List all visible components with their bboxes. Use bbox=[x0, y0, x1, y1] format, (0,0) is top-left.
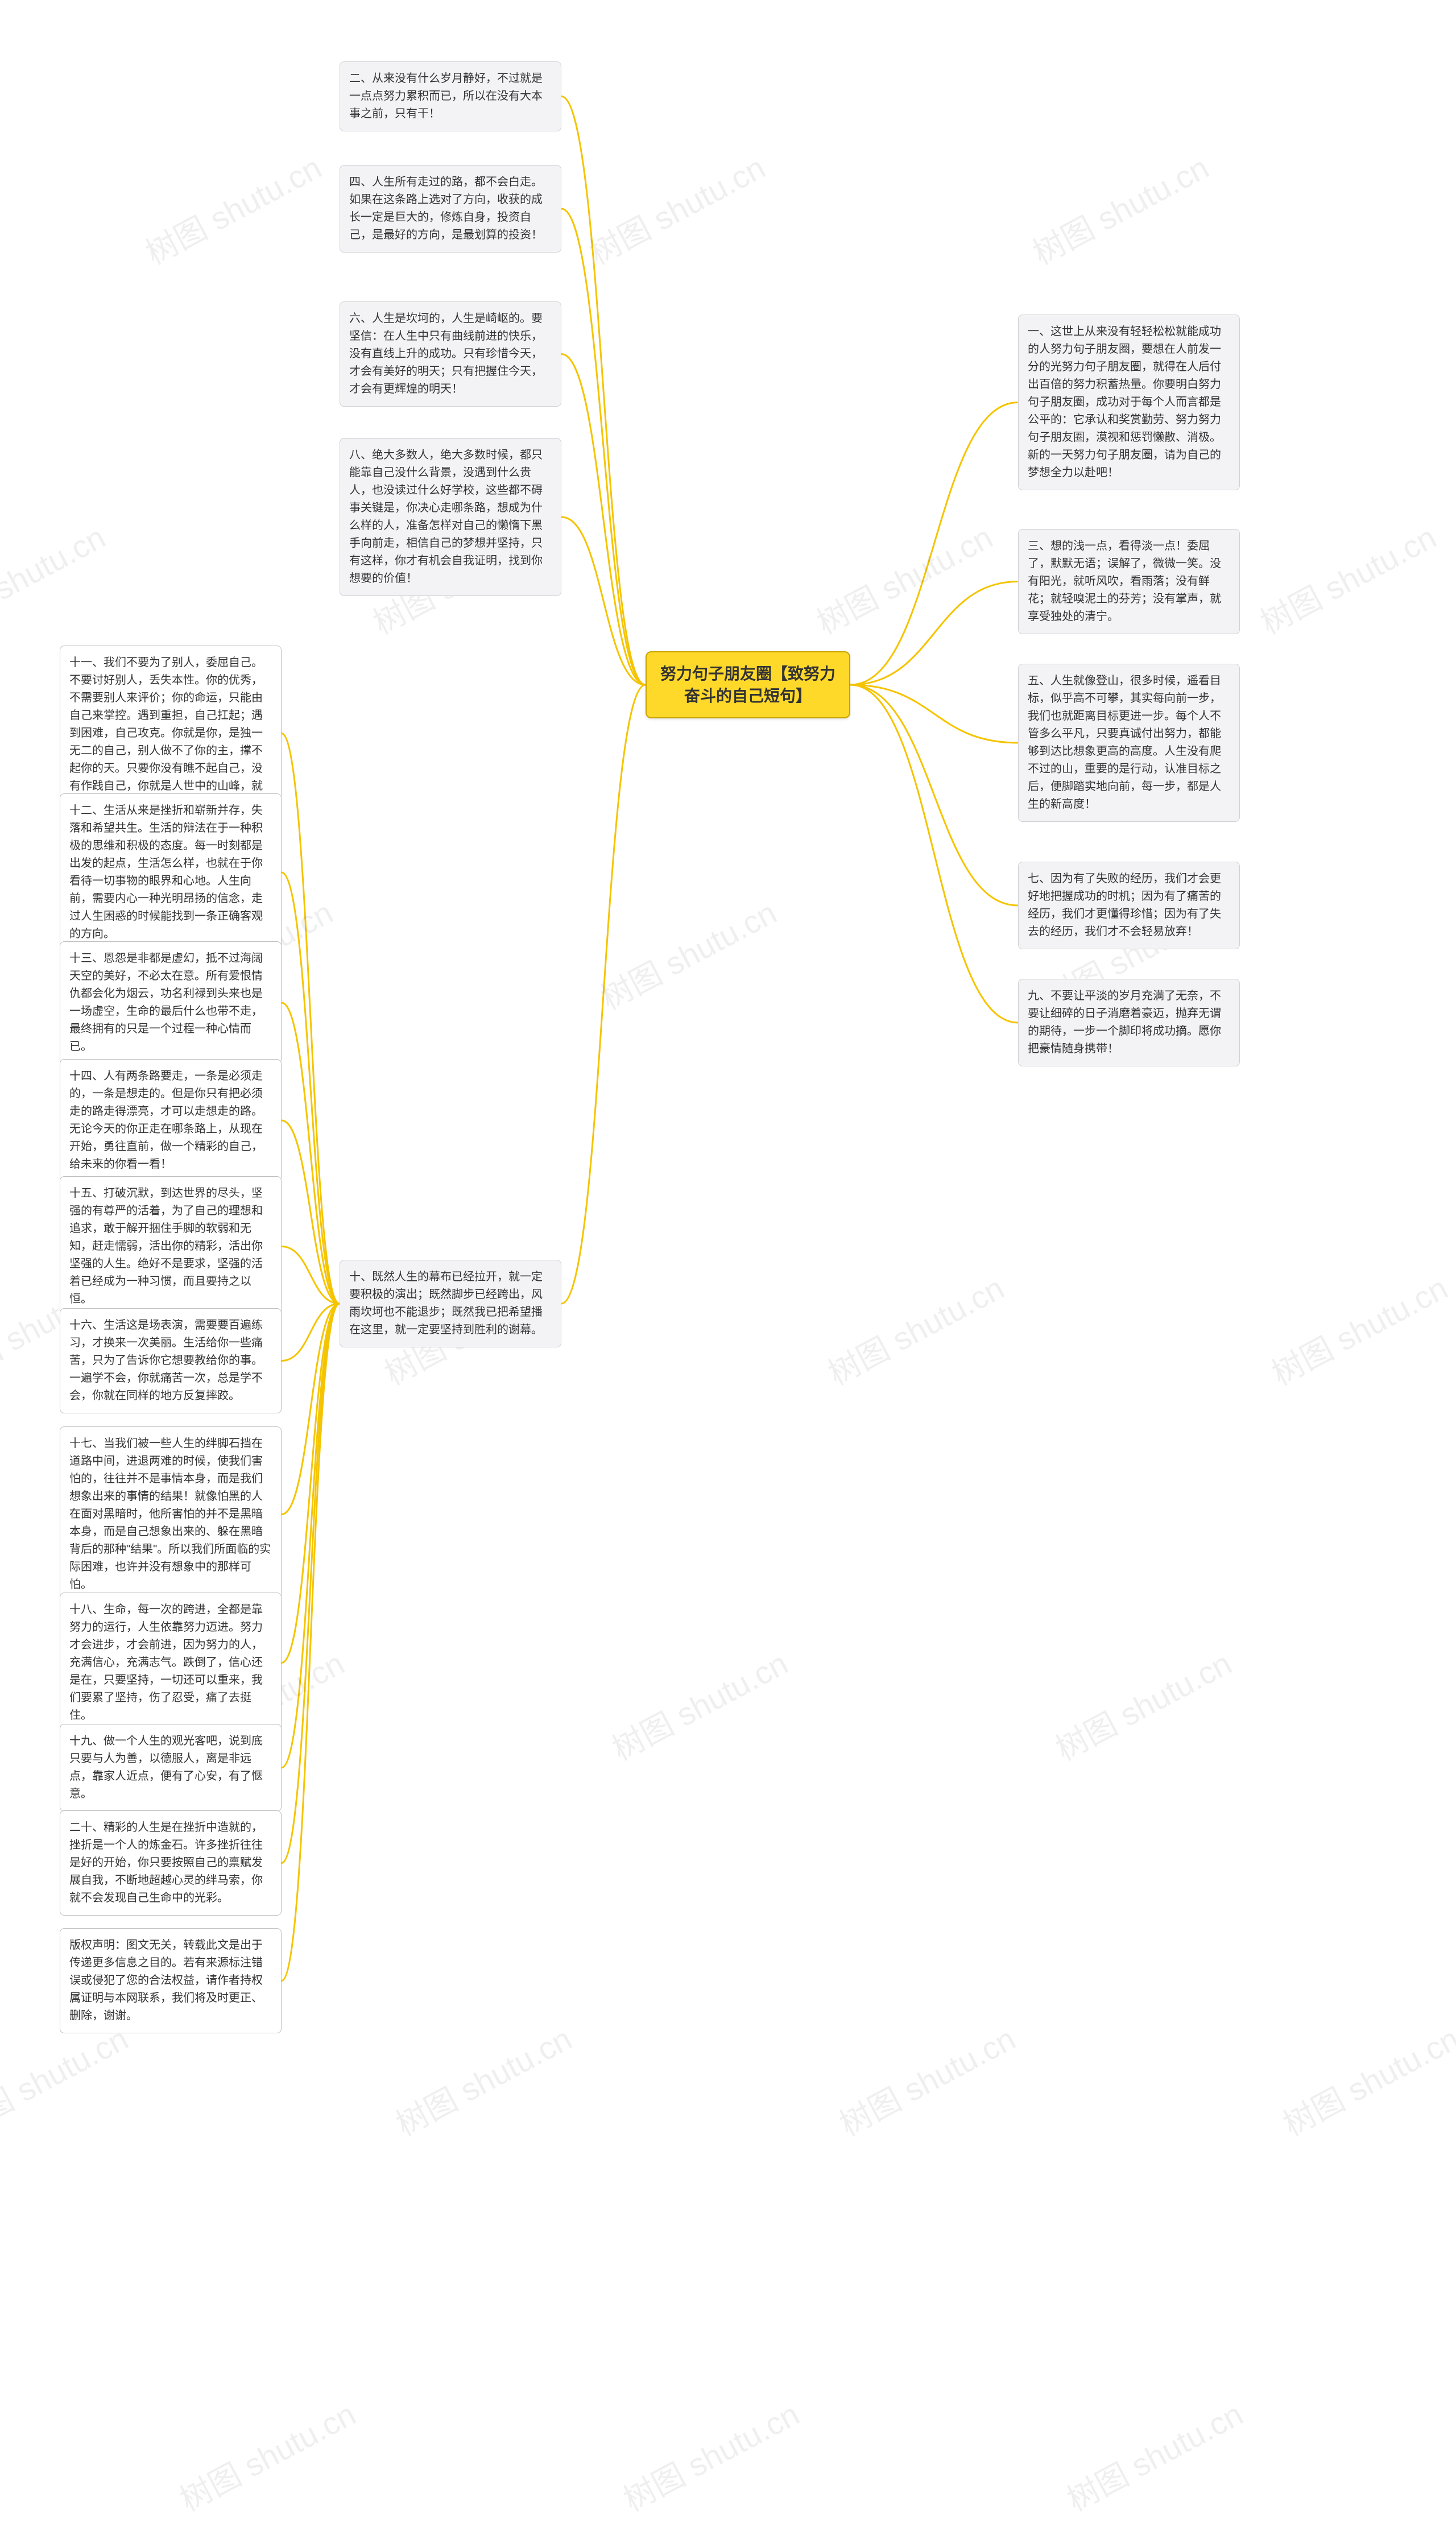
leaf-node-lcopy[interactable]: 版权声明：图文无关，转载此文是出于传递更多信息之目的。若有来源标注错误或侵犯了您… bbox=[60, 1928, 282, 2033]
watermark: 树图 shutu.cn bbox=[387, 2014, 579, 2145]
branch-node-m4[interactable]: 四、人生所有走过的路，都不会白走。如果在这条路上选对了方向，收获的成长一定是巨大… bbox=[340, 165, 561, 253]
leaf-node-l18[interactable]: 十八、生命，每一次的跨进，全都是靠努力的运行，人生依靠努力迈进。努力才会进步，才… bbox=[60, 1593, 282, 1733]
leaf-node-l14[interactable]: 十四、人有两条路要走，一条是必须走的，一条是想走的。但是你只有把必须走的路走得漂… bbox=[60, 1059, 282, 1182]
leaf-node-l17[interactable]: 十七、当我们被一些人生的绊脚石挡在道路中间，进退两难的时候，使我们害怕的，往往并… bbox=[60, 1426, 282, 1602]
branch-node-r9[interactable]: 九、不要让平淡的岁月充满了无奈，不要让细碎的日子消磨着豪迈，抛弃无谓的期待，一步… bbox=[1018, 979, 1240, 1066]
watermark: 树图 shutu.cn bbox=[136, 143, 329, 274]
branch-node-m2[interactable]: 二、从来没有什么岁月静好，不过就是一点点努力累积而已，所以在没有大本事之前，只有… bbox=[340, 61, 561, 131]
branch-node-r7[interactable]: 七、因为有了失败的经历，我们才会更好地把握成功的时机；因为有了痛苦的经历，我们才… bbox=[1018, 862, 1240, 949]
watermark: 树图 shutu.cn bbox=[0, 2014, 135, 2145]
watermark: 树图 shutu.cn bbox=[1251, 512, 1443, 644]
watermark: 树图 shutu.cn bbox=[592, 888, 784, 1019]
watermark: 树图 shutu.cn bbox=[603, 1639, 795, 1770]
branch-node-m10[interactable]: 十、既然人生的幕布已经拉开，就一定要积极的演出；既然脚步已经跨出，风雨坎坷也不能… bbox=[340, 1260, 561, 1347]
root-node[interactable]: 努力句子朋友圈【致努力奋斗的自己短句】 bbox=[646, 651, 850, 718]
watermark: 树图 shutu.cn bbox=[614, 2389, 806, 2521]
watermark: 树图 shutu.cn bbox=[1046, 1639, 1239, 1770]
watermark: 树图 shutu.cn bbox=[171, 2389, 363, 2521]
branch-node-r1[interactable]: 一、这世上从来没有轻轻松松就能成功的人努力句子朋友圈，要想在人前发一分的光努力句… bbox=[1018, 315, 1240, 490]
watermark: 树图 shutu.cn bbox=[819, 1263, 1011, 1395]
branch-node-r5[interactable]: 五、人生就像登山，很多时候，遥看目标，似乎高不可攀，其实每向前一步，我们也就距离… bbox=[1018, 664, 1240, 822]
branch-node-m6[interactable]: 六、人生是坎坷的，人生是崎岖的。要坚信：在人生中只有曲线前进的快乐，没有直线上升… bbox=[340, 301, 561, 407]
watermark: 树图 shutu.cn bbox=[1024, 143, 1216, 274]
watermark: 树图 shutu.cn bbox=[0, 512, 113, 644]
leaf-node-l16[interactable]: 十六、生活这是场表演，需要要百遍练习，才换来一次美丽。生活给你一些痛苦，只为了告… bbox=[60, 1308, 282, 1413]
watermark: 树图 shutu.cn bbox=[808, 512, 1000, 644]
mindmap-canvas: 树图 shutu.cn 树图 shutu.cn 树图 shutu.cn 树图 shut… bbox=[0, 0, 1456, 2527]
branch-node-m8[interactable]: 八、绝大多数人，绝大多数时候，都只能靠自己没什么背景，没遇到什么贵人，也没读过什… bbox=[340, 438, 561, 596]
leaf-node-l12[interactable]: 十二、生活从来是挫折和崭新并存，失落和希望共生。生活的辩法在于一种积极的思维和积… bbox=[60, 793, 282, 952]
leaf-node-l13[interactable]: 十三、恩怨是非都是虚幻，抵不过海阔天空的美好，不必太在意。所有爱恨情仇都会化为烟… bbox=[60, 941, 282, 1064]
leaf-node-l15[interactable]: 十五、打破沉默，到达世界的尽头，坚强的有尊严的活着，为了自己的理想和追求，敢于解… bbox=[60, 1176, 282, 1317]
watermark: 树图 shutu.cn bbox=[1058, 2389, 1250, 2521]
watermark: 树图 shutu.cn bbox=[1274, 2014, 1456, 2145]
watermark: 树图 shutu.cn bbox=[830, 2014, 1023, 2145]
leaf-node-l19[interactable]: 十九、做一个人生的观光客吧，说到底只要与人为善，以德服人，离是非远点，靠家人近点… bbox=[60, 1724, 282, 1812]
watermark: 树图 shutu.cn bbox=[1263, 1263, 1455, 1395]
watermark: 树图 shutu.cn bbox=[580, 143, 772, 274]
branch-node-r3[interactable]: 三、想的浅一点，看得淡一点！委屈了，默默无语；误解了，微微一笑。没有阳光，就听风… bbox=[1018, 529, 1240, 634]
leaf-node-l20[interactable]: 二十、精彩的人生是在挫折中造就的，挫折是一个人的炼金石。许多挫折往往是好的开始，… bbox=[60, 1810, 282, 1916]
